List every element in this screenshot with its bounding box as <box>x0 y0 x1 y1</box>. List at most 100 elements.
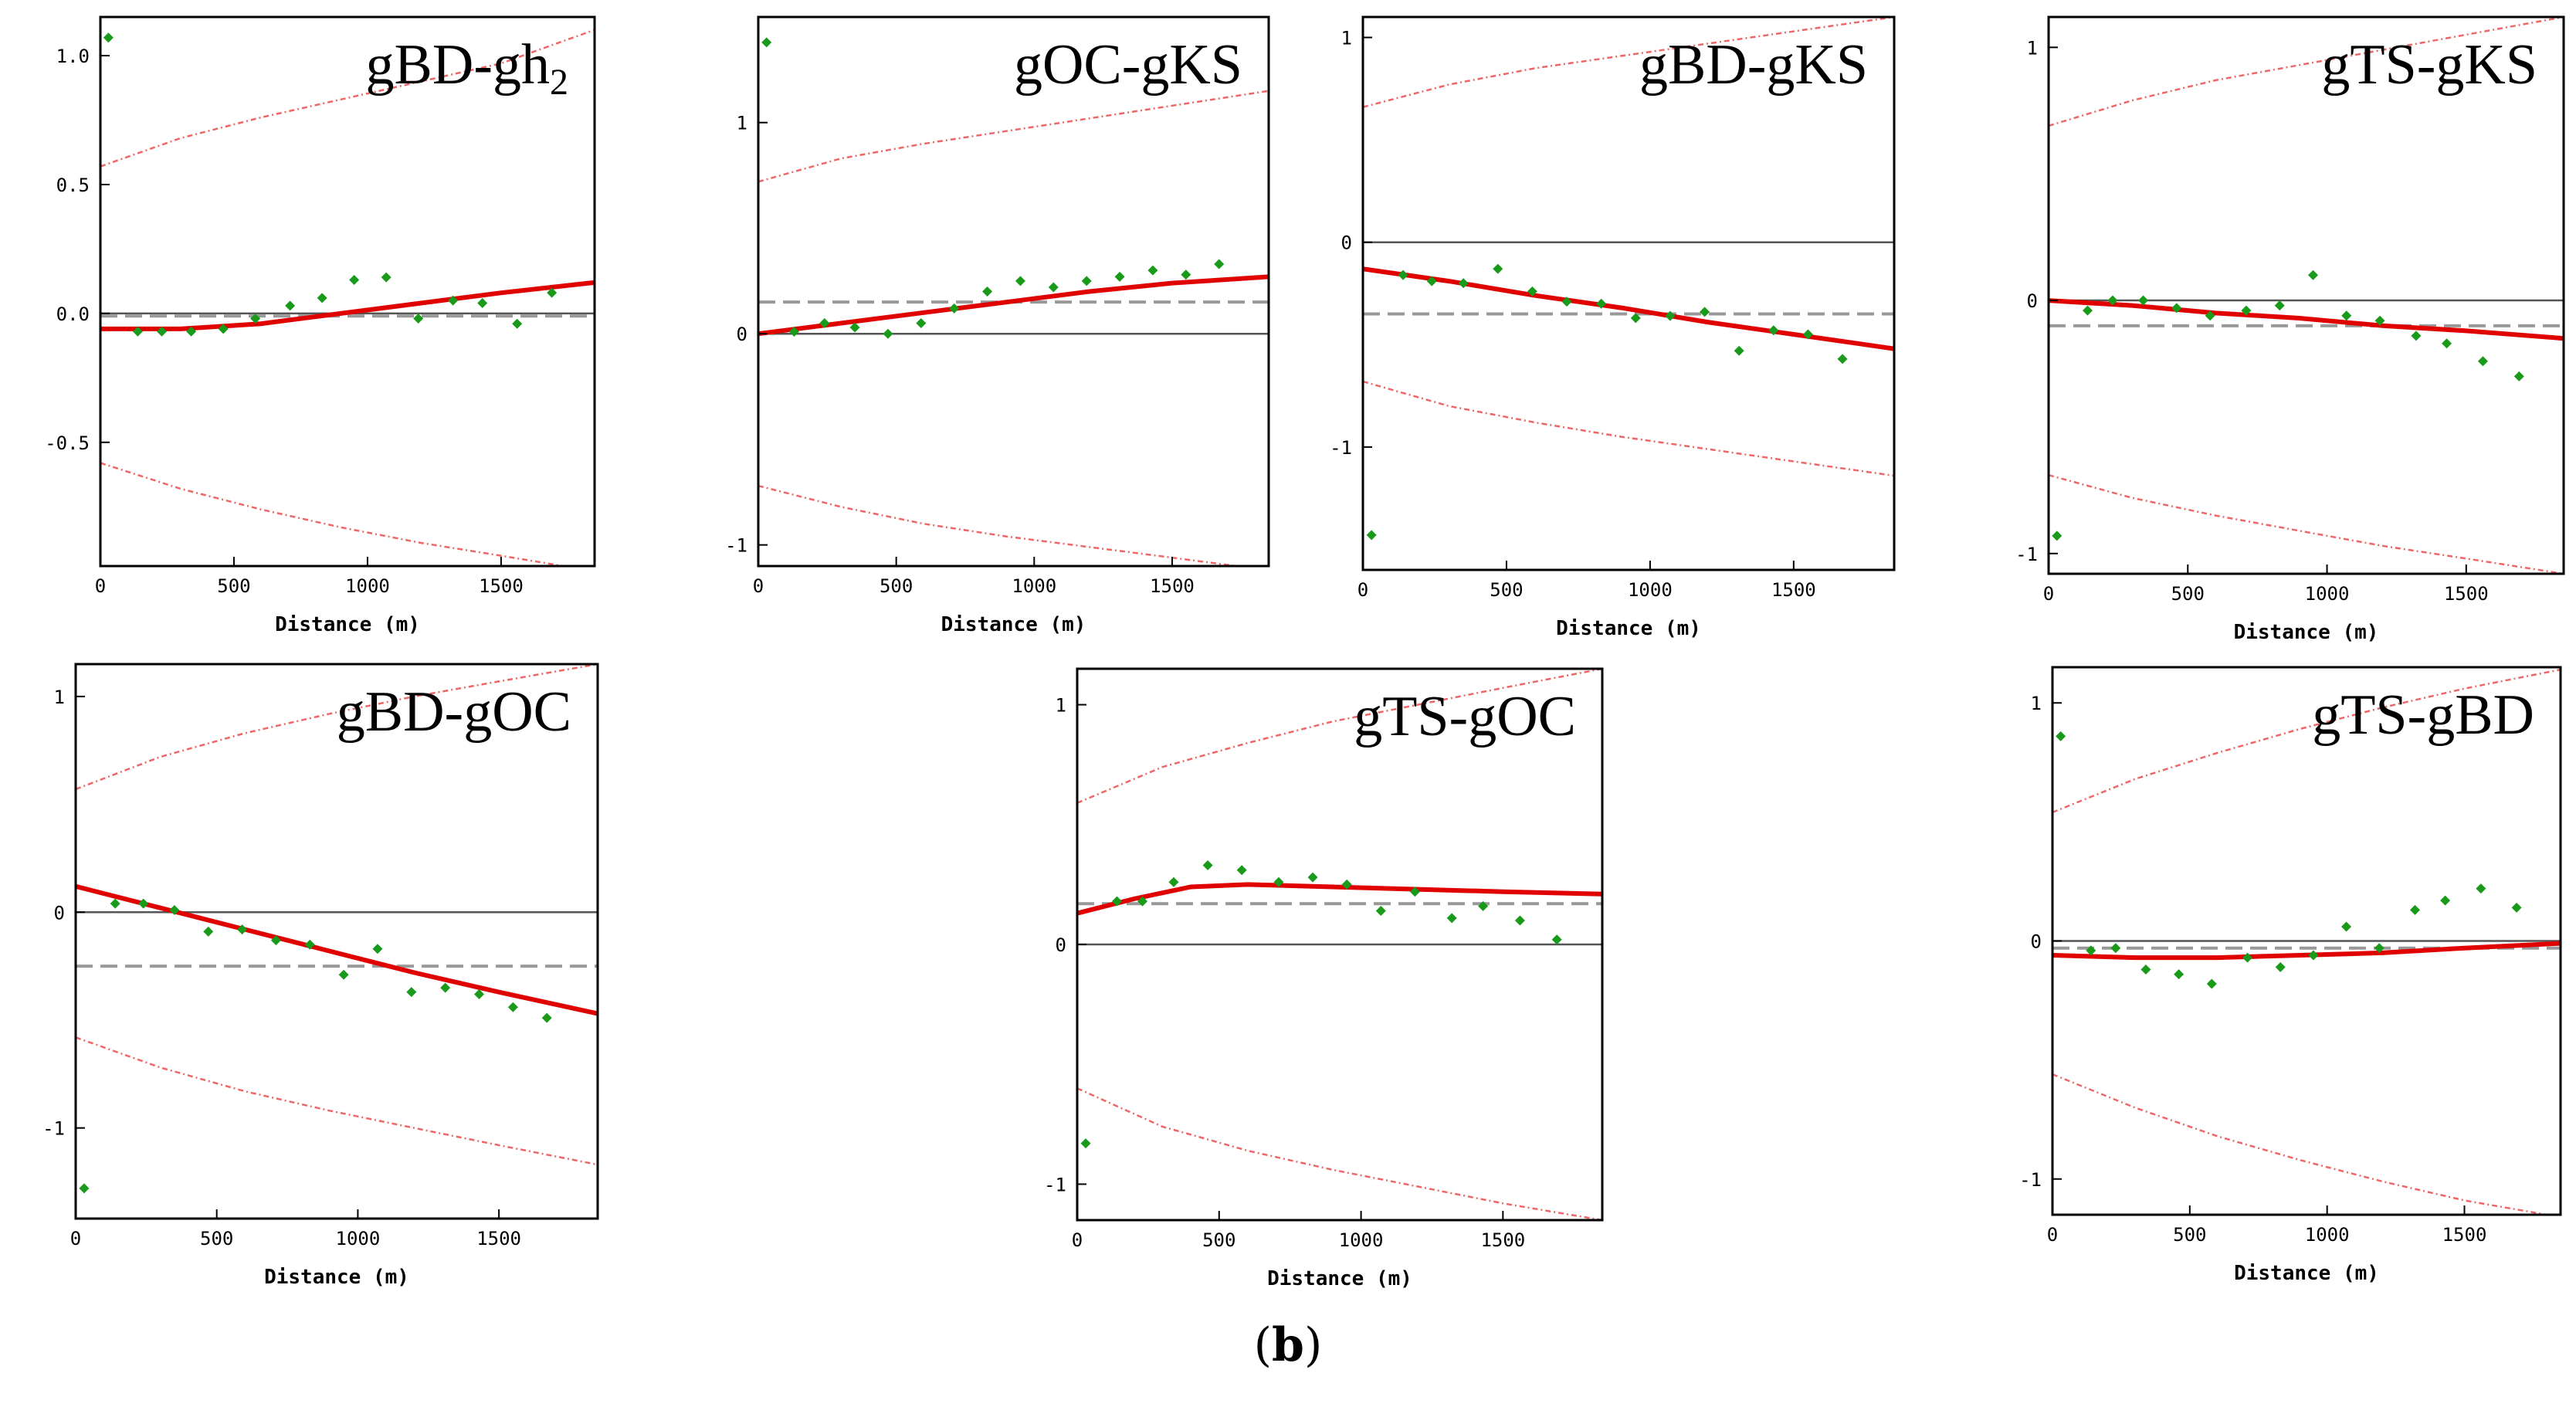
y-tick-label: 0.5 <box>56 175 90 196</box>
data-point <box>2205 310 2215 321</box>
data-point <box>2411 331 2422 341</box>
chart-title: gBD-gOC <box>337 680 571 744</box>
x-tick-label: 0 <box>2043 583 2054 605</box>
data-point <box>2308 270 2319 280</box>
data-point <box>788 326 799 337</box>
data-point <box>79 1183 90 1194</box>
data-point <box>203 926 214 937</box>
data-point <box>2056 731 2066 741</box>
data-point <box>448 295 459 306</box>
data-point <box>381 272 391 283</box>
data-point <box>2442 338 2452 349</box>
chart-title-text: gOC-gKS <box>1014 33 1242 97</box>
chart-title-text: gBD-gKS <box>1639 33 1868 97</box>
data-point <box>2206 978 2217 989</box>
x-tick-label: 1500 <box>2444 583 2489 605</box>
data-point <box>982 286 993 297</box>
y-tick-label: 1 <box>2027 37 2038 59</box>
chart-panel-7: 0 500 1000 1500 1 0 -1 Distance (m) gTS-gBD <box>2019 666 2562 1285</box>
x-tick-label: 500 <box>217 575 250 597</box>
data-point <box>2082 305 2093 316</box>
data-point <box>157 326 168 337</box>
data-point <box>1493 263 1503 274</box>
plot-area <box>2052 668 2561 1215</box>
fit-line <box>1077 882 1602 916</box>
plot-area <box>758 37 1269 566</box>
x-tick-label: 500 <box>200 1228 233 1249</box>
chart-title: gOC-gKS <box>1014 33 1242 97</box>
data-point <box>1214 259 1225 270</box>
data-point <box>849 322 860 333</box>
chart-title-text: gBD-gOC <box>337 680 571 744</box>
plot-area <box>1077 669 1602 1220</box>
lower-envelope-line <box>76 1036 598 1166</box>
data-point <box>474 988 485 999</box>
fit-line <box>758 274 1269 337</box>
chart-title: gBD-gKS <box>1639 33 1868 97</box>
y-tick-label: -1 <box>1330 437 1352 459</box>
x-tick-label: 1000 <box>345 575 390 597</box>
data-point <box>1081 276 1092 286</box>
data-point <box>270 935 281 946</box>
data-point <box>1366 530 1377 541</box>
plot-frame <box>2047 15 2565 575</box>
lower-envelope-line <box>2052 1073 2553 1215</box>
x-tick-label: 1000 <box>336 1228 381 1249</box>
data-point <box>2374 315 2385 326</box>
y-tick-label: 1 <box>2031 693 2042 714</box>
x-tick-label: 1500 <box>1480 1229 1525 1251</box>
y-tick-label: 0 <box>737 324 747 345</box>
y-tick-label: -0.5 <box>45 432 90 454</box>
x-tick-label: 0 <box>2047 1224 2058 1246</box>
data-point <box>1375 906 1386 917</box>
y-tick-label: 1 <box>737 113 747 134</box>
data-point <box>2052 531 2062 541</box>
data-point <box>406 987 417 998</box>
chart-panel-3: 0 500 1000 1500 1 0 -1 Distance (m) gBD-gKS <box>1330 15 1896 640</box>
data-point <box>132 326 143 337</box>
data-point <box>761 37 772 48</box>
data-point <box>138 898 149 909</box>
data-point <box>110 898 120 909</box>
data-point <box>440 982 451 993</box>
x-tick-label: 0 <box>753 575 764 597</box>
data-point <box>1837 354 1848 364</box>
data-point <box>1514 915 1525 926</box>
data-point <box>169 904 180 915</box>
data-point <box>1202 860 1213 871</box>
plot-area <box>76 664 598 1194</box>
x-tick-label: 1500 <box>479 575 524 597</box>
plot-area <box>100 29 595 566</box>
y-tick-label: 0 <box>1341 232 1352 254</box>
chart-panel-5: 0 500 1000 1500 1 0 -1 Distance (m) gBD-gOC <box>42 663 599 1289</box>
x-tick-label: 1500 <box>1150 575 1195 597</box>
data-point <box>541 1012 552 1023</box>
data-point <box>2174 969 2185 980</box>
plot-frame <box>1361 15 1896 571</box>
data-point <box>883 328 893 339</box>
data-point <box>1048 282 1059 293</box>
y-tick-label: 0 <box>54 902 65 924</box>
y-tick-label: -1 <box>1044 1174 1066 1195</box>
data-point <box>237 924 248 935</box>
x-tick-label: 0 <box>95 575 106 597</box>
data-point <box>1307 872 1318 883</box>
data-point <box>507 1002 518 1012</box>
data-point <box>2341 921 2352 932</box>
data-point <box>218 324 229 334</box>
data-point <box>1768 325 1779 336</box>
x-tick-label: 1000 <box>2305 583 2350 605</box>
data-point <box>1596 298 1607 309</box>
data-point <box>349 274 360 285</box>
chart-title-text: gTS-gOC <box>1354 685 1576 748</box>
data-point <box>1665 310 1676 321</box>
chart-title: gTS-gKS <box>2321 33 2537 97</box>
data-point <box>1080 1138 1091 1149</box>
data-point <box>317 293 327 303</box>
chart-title-text: gTS-gKS <box>2321 33 2537 97</box>
fit-line <box>1363 266 1894 351</box>
data-point <box>1734 345 1744 356</box>
x-tick-label: 1000 <box>1339 1229 1384 1251</box>
data-point <box>949 303 960 314</box>
